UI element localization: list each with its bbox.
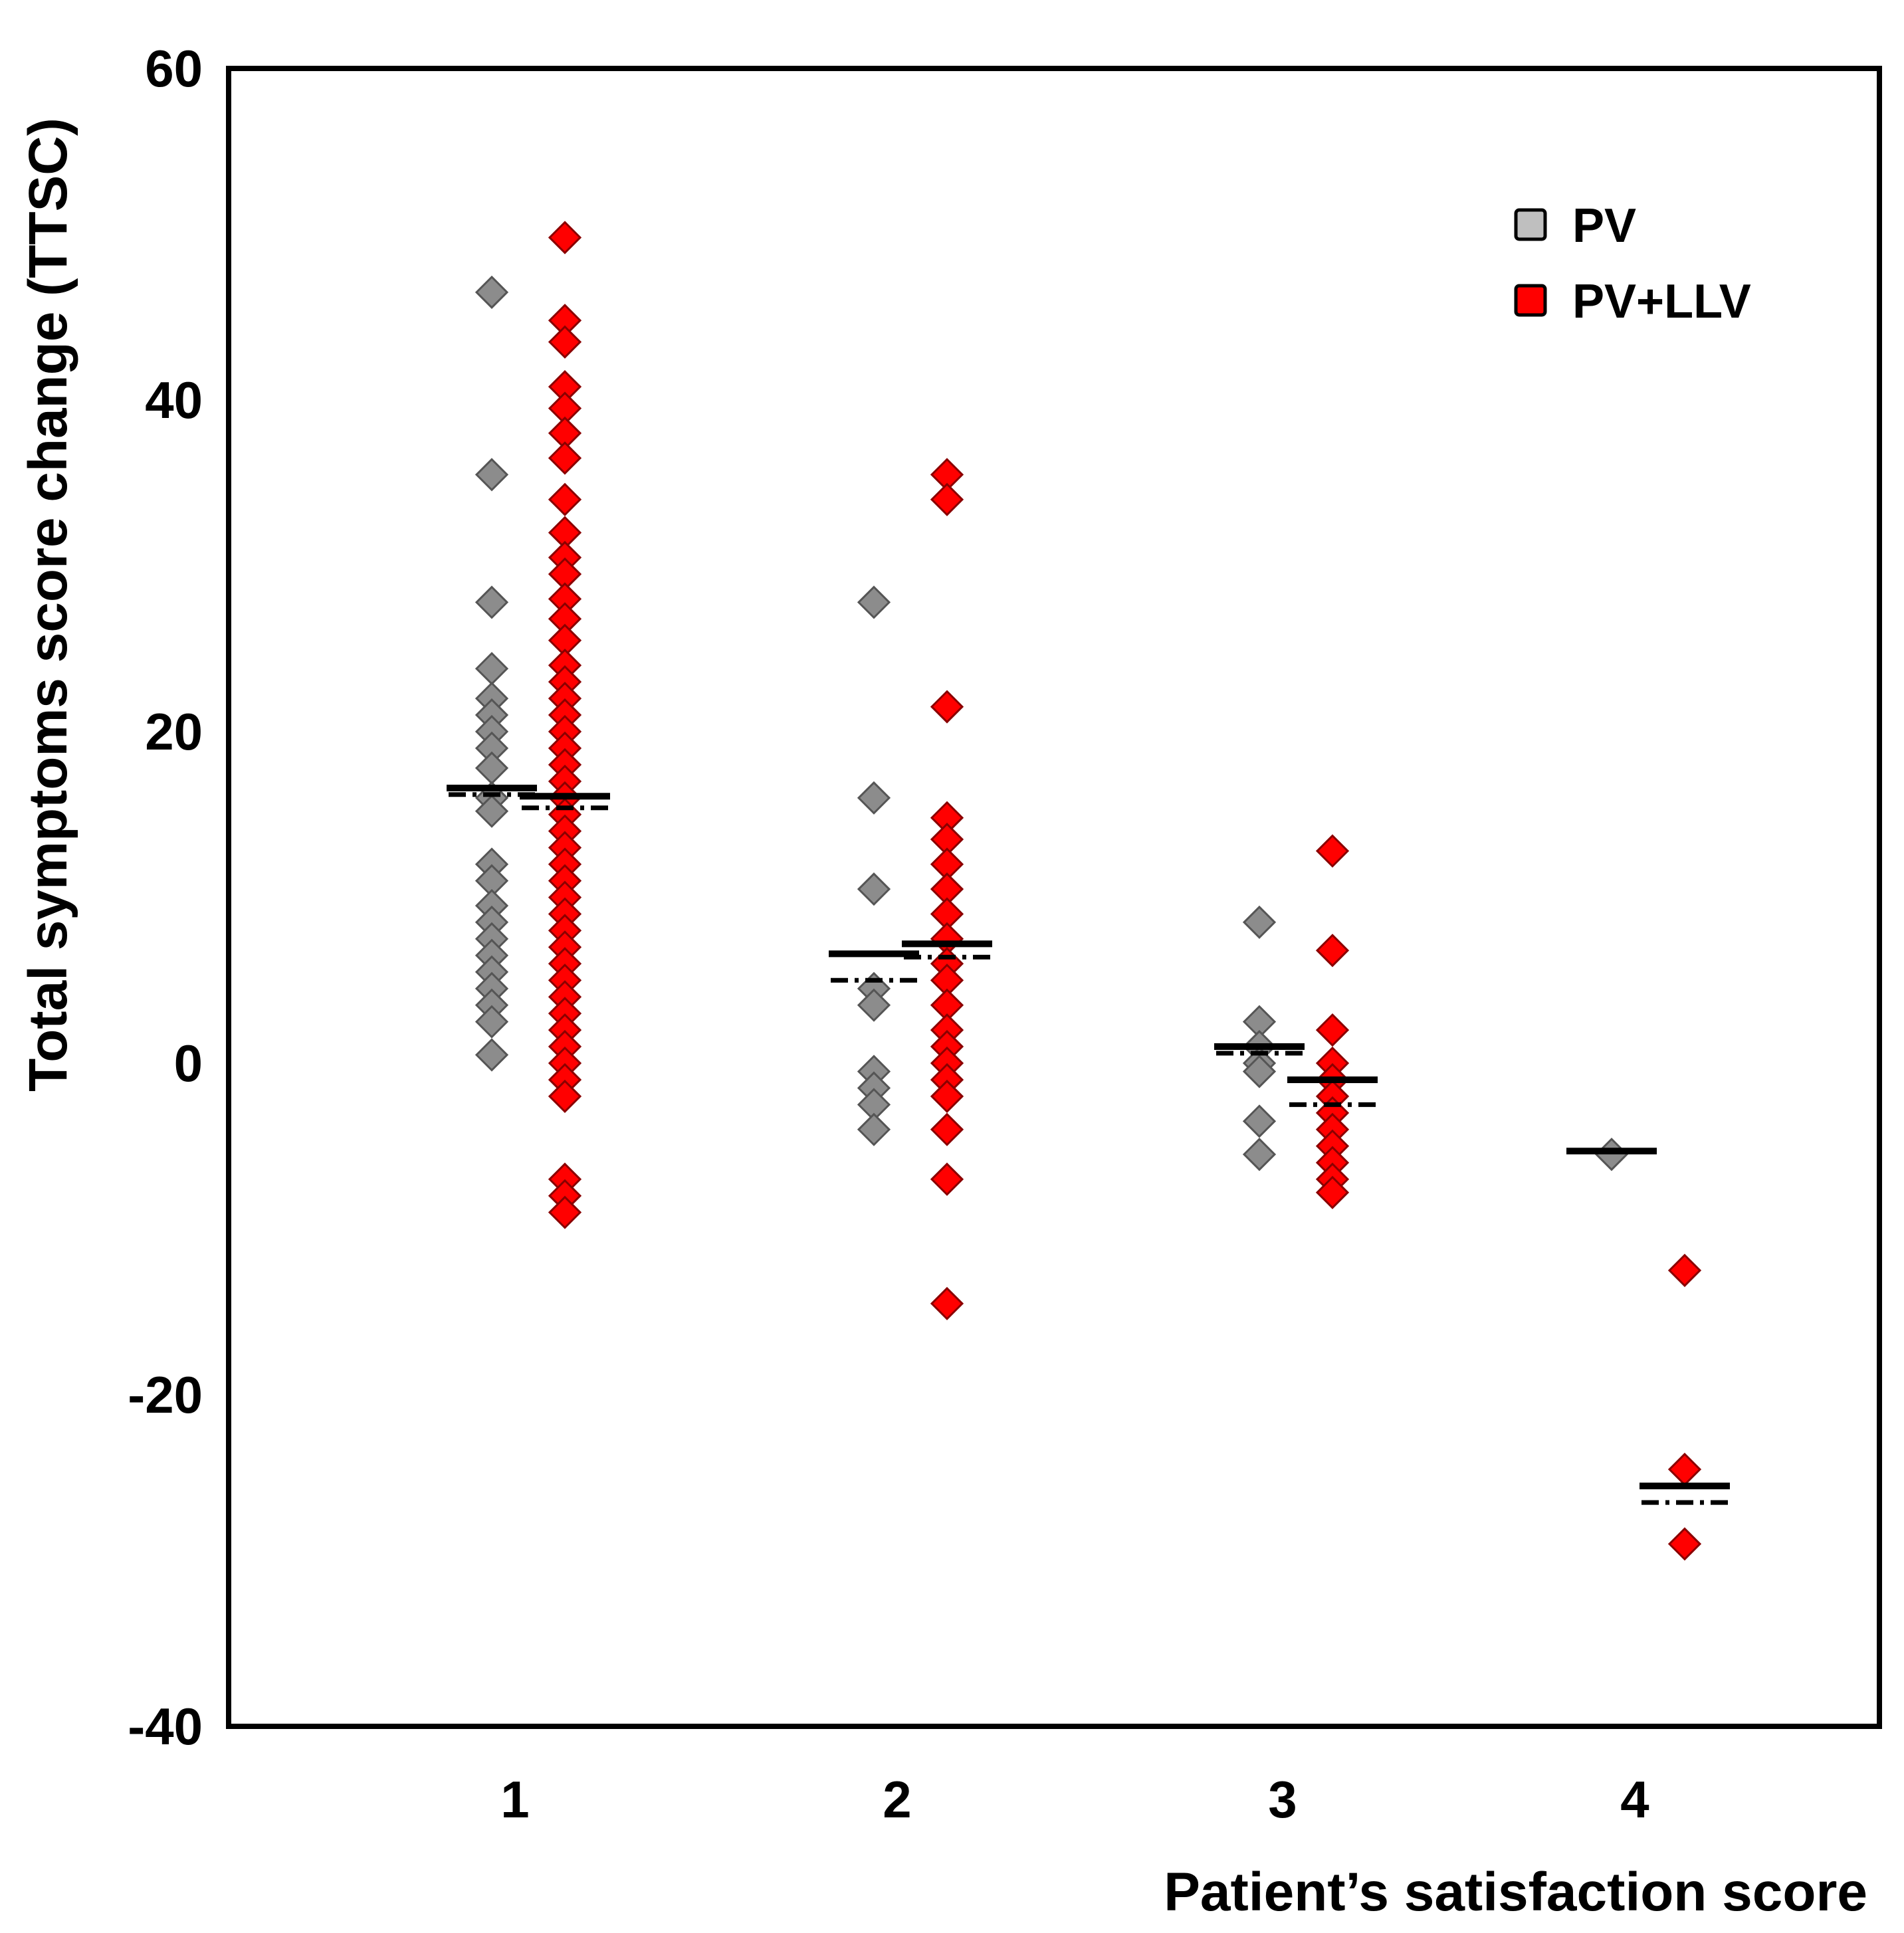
y-axis-title: Total symptoms score change (TTSC): [18, 118, 78, 1092]
x-axis-ticks: 1 2 3 4: [500, 1770, 1649, 1829]
data-point: [548, 1195, 582, 1229]
legend-swatch-pv-llv: [1514, 284, 1547, 317]
y-tick-label: 20: [145, 702, 203, 761]
x-tick-label: 4: [1620, 1770, 1649, 1829]
data-point: [857, 872, 891, 906]
legend: PV PV+LLV: [1514, 199, 1751, 328]
data-point: [930, 482, 964, 516]
data-point: [857, 585, 891, 619]
data-point: [475, 275, 509, 309]
data-point: [857, 988, 891, 1022]
data-point: [930, 1112, 964, 1146]
data-point: [548, 221, 582, 254]
y-tick-label: 0: [174, 1034, 203, 1092]
data-point: [475, 585, 509, 619]
x-tick-label: 3: [1268, 1770, 1297, 1829]
data-point: [475, 794, 509, 828]
data-point: [1315, 1175, 1350, 1209]
data-point: [1667, 1253, 1702, 1288]
x-tick-label: 2: [883, 1770, 911, 1829]
data-point: [1242, 1055, 1277, 1088]
y-tick-label: 60: [145, 39, 203, 98]
data-point: [548, 325, 582, 359]
legend-swatch-pv: [1514, 208, 1547, 241]
plot-area: [447, 221, 1735, 1561]
data-point: [930, 1286, 964, 1320]
y-tick-label: -20: [128, 1366, 203, 1424]
data-point: [548, 1079, 582, 1114]
x-tick-label: 1: [500, 1770, 529, 1829]
y-axis-ticks: 60 40 20 0 -20 -40: [128, 39, 203, 1756]
data-point: [1242, 1104, 1277, 1138]
plot-frame: [226, 66, 1882, 1729]
data-point: [475, 458, 509, 492]
data-point: [1667, 1527, 1702, 1561]
series-pv: [447, 275, 1657, 1171]
y-tick-label: -40: [128, 1697, 203, 1756]
data-point: [857, 781, 891, 815]
data-point: [857, 1112, 891, 1146]
data-point: [930, 1079, 964, 1114]
data-point: [1242, 905, 1277, 940]
data-point: [930, 690, 964, 724]
data-point: [548, 482, 582, 516]
y-tick-label: 40: [145, 371, 203, 429]
x-axis-title: Patient’s satisfaction score: [1164, 1862, 1867, 1922]
data-point: [475, 1005, 509, 1039]
data-point: [1315, 1013, 1350, 1047]
legend-label-pv-llv: PV+LLV: [1572, 275, 1751, 328]
data-point: [930, 1162, 964, 1196]
data-point: [475, 1038, 509, 1072]
data-point: [1242, 1138, 1277, 1171]
legend-label-pv: PV: [1572, 199, 1636, 253]
series-pv-llv: [520, 221, 1735, 1561]
data-point: [548, 441, 582, 475]
data-point: [1315, 834, 1350, 868]
data-point: [1315, 934, 1350, 967]
